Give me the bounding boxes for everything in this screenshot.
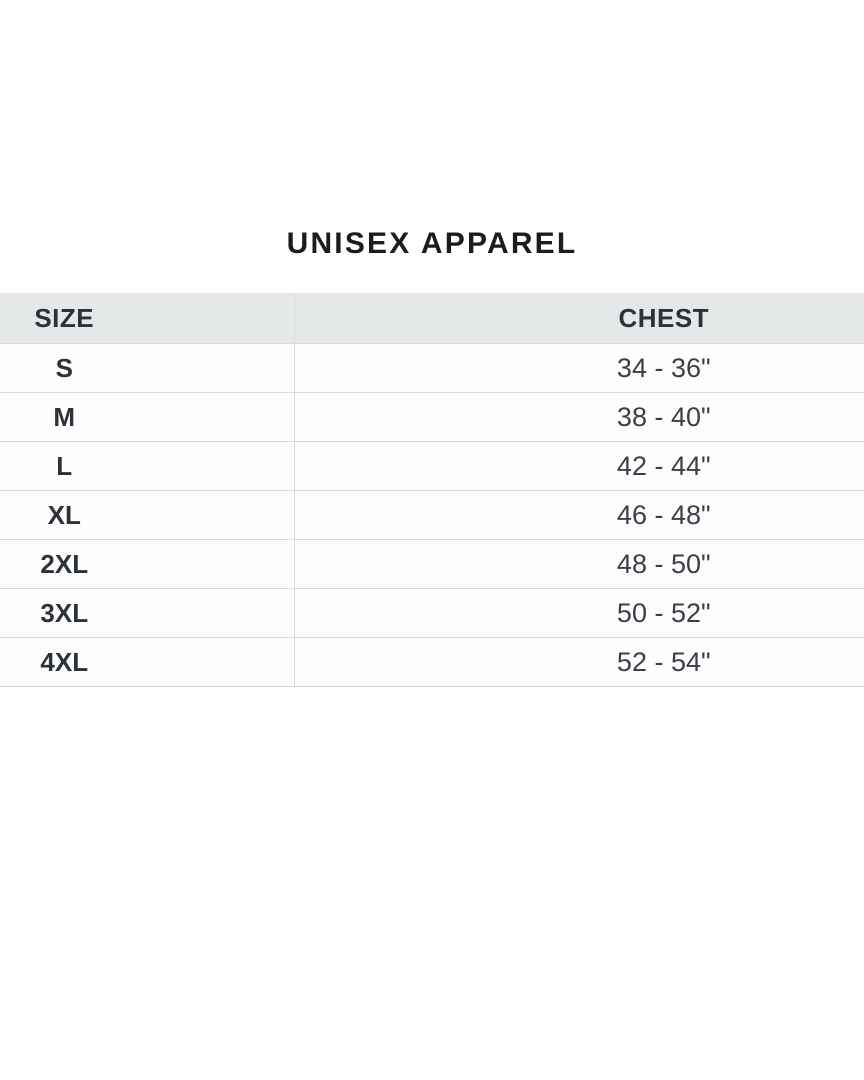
table-row: 3XL 50 - 52"	[0, 588, 864, 638]
chest-cell: 38 - 40"	[293, 392, 864, 442]
size-cell: 3XL	[0, 588, 294, 638]
page-title: UNISEX APPAREL	[286, 227, 578, 260]
table-row: 2XL 48 - 50"	[0, 539, 864, 589]
chest-cell: 46 - 48"	[293, 490, 864, 540]
size-cell: 4XL	[0, 637, 294, 687]
table-header-row: SIZE CHEST	[0, 293, 864, 344]
table-row: L 42 - 44"	[0, 441, 864, 491]
column-header-size: SIZE	[0, 293, 294, 344]
size-chart-table: SIZE CHEST S 34 - 36" M 38 - 40" L 42 - …	[0, 293, 864, 687]
size-cell: XL	[0, 490, 294, 540]
size-cell: 2XL	[0, 539, 294, 589]
table-row: XL 46 - 48"	[0, 490, 864, 540]
chest-cell: 48 - 50"	[293, 539, 864, 589]
chest-cell: 50 - 52"	[293, 588, 864, 638]
chest-cell: 42 - 44"	[293, 441, 864, 491]
chest-cell: 52 - 54"	[293, 637, 864, 687]
column-header-chest: CHEST	[293, 293, 864, 344]
size-cell: L	[0, 441, 294, 491]
size-chart-viewport: SIZE CHEST S 34 - 36" M 38 - 40" L 42 - …	[0, 293, 864, 687]
size-cell: M	[0, 392, 294, 442]
chest-cell: 34 - 36"	[293, 343, 864, 393]
table-row: 4XL 52 - 54"	[0, 637, 864, 687]
table-row: M 38 - 40"	[0, 392, 864, 442]
size-cell: S	[0, 343, 294, 393]
table-row: S 34 - 36"	[0, 343, 864, 393]
